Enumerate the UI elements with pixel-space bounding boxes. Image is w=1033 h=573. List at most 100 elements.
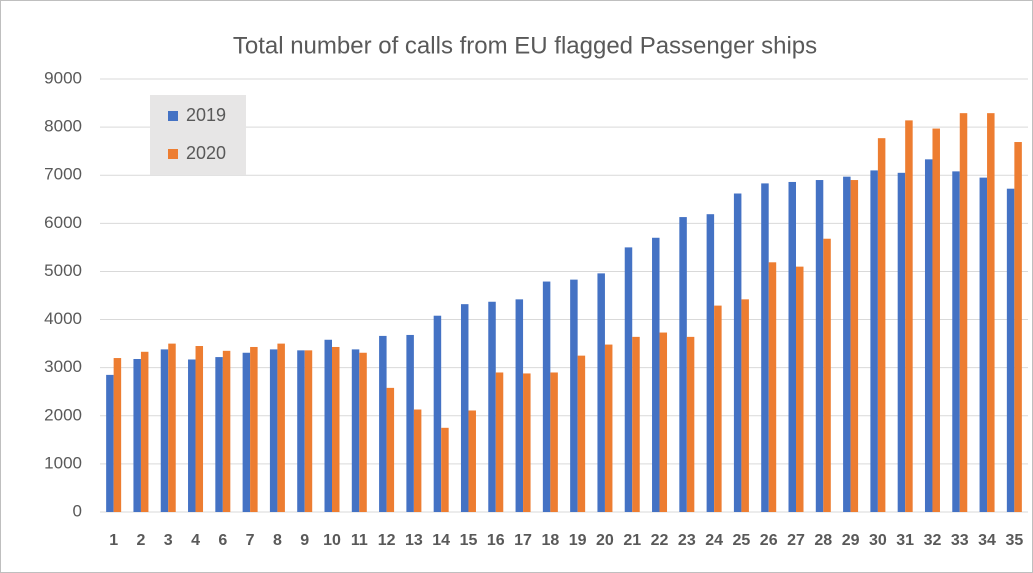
bar: [652, 237, 660, 512]
x-tick-label: 8: [273, 532, 282, 549]
bar: [1006, 188, 1015, 512]
bar: [796, 266, 804, 512]
x-tick-label: 3: [164, 532, 173, 549]
chart-title: Total number of calls from EU flagged Pa…: [233, 32, 817, 59]
bar: [413, 409, 422, 512]
y-tick-label: 1000: [44, 453, 82, 472]
y-tick-label: 4000: [44, 309, 82, 328]
x-tick-label: 14: [432, 532, 450, 549]
bar: [905, 120, 913, 513]
legend-label: 2019: [186, 105, 226, 125]
x-tick-label: 24: [705, 532, 723, 549]
x-tick-label: 7: [246, 532, 255, 549]
x-tick-label: 2: [136, 532, 145, 549]
x-tick-label: 26: [760, 532, 778, 549]
bar: [686, 336, 695, 512]
bar: [188, 359, 196, 512]
y-tick-label: 9000: [44, 68, 82, 87]
bar: [741, 299, 749, 512]
bar: [952, 171, 960, 512]
bar: [624, 247, 633, 512]
bar: [706, 214, 715, 513]
bar: [659, 332, 668, 512]
x-tick-label: 25: [733, 532, 751, 549]
bar: [788, 181, 796, 513]
bar: [195, 346, 204, 512]
bar: [379, 335, 387, 512]
x-tick-label: 15: [460, 532, 478, 549]
bar: [550, 372, 558, 512]
x-tick-label: 4: [191, 532, 200, 549]
bar: [468, 410, 476, 512]
y-tick-label: 0: [73, 501, 82, 520]
bar: [679, 217, 687, 512]
bar: [979, 177, 988, 512]
bar: [351, 349, 360, 512]
y-tick-label: 5000: [44, 261, 82, 280]
x-tick-label: 23: [678, 532, 696, 549]
bar: [168, 343, 176, 512]
bar: [488, 301, 496, 512]
bar: [870, 170, 878, 512]
x-tick-label: 22: [651, 532, 669, 549]
bar: [250, 346, 258, 512]
x-tick-label: 32: [924, 532, 942, 549]
bar: [215, 357, 223, 512]
bar: [332, 346, 340, 512]
bar: [542, 281, 551, 512]
x-tick-label: 16: [487, 532, 505, 549]
x-tick-label: 27: [787, 532, 805, 549]
bar: [597, 273, 605, 512]
x-tick-label: 31: [896, 532, 914, 549]
bar: [932, 128, 940, 512]
bar: [242, 352, 251, 512]
bar: [815, 180, 824, 513]
x-tick-label: 30: [869, 532, 887, 549]
bar: [269, 349, 278, 512]
bar: [877, 138, 886, 512]
x-tick-label: 10: [323, 532, 341, 549]
x-tick-label: 18: [541, 532, 559, 549]
x-tick-label: 21: [623, 532, 641, 549]
y-tick-label: 6000: [44, 213, 82, 232]
bar: [133, 359, 141, 512]
bar: [733, 193, 742, 512]
bar: [460, 304, 469, 512]
bar: [577, 355, 586, 512]
bar: [277, 343, 285, 512]
x-tick-label: 17: [514, 532, 532, 549]
bar: [897, 172, 906, 513]
bar: [761, 183, 769, 512]
bar: [359, 352, 367, 512]
x-tick-label: 20: [596, 532, 614, 549]
x-tick-label: 29: [842, 532, 860, 549]
x-tick-label: 1: [109, 532, 118, 549]
x-tick-label: 13: [405, 532, 423, 549]
bar: [106, 374, 114, 512]
bar: [495, 372, 504, 512]
bar: [324, 339, 332, 512]
x-tick-label: 33: [951, 532, 969, 549]
bar: [523, 373, 531, 512]
bar: [441, 427, 449, 512]
y-tick-label: 2000: [44, 405, 82, 424]
x-tick-label: 9: [300, 532, 309, 549]
bar: [823, 238, 831, 512]
bar: [714, 305, 722, 512]
x-tick-label: 19: [569, 532, 587, 549]
y-tick-label: 8000: [44, 117, 82, 136]
y-tick-label: 3000: [44, 357, 82, 376]
bar: [386, 387, 395, 512]
bar: [570, 279, 578, 512]
legend-box: [150, 95, 246, 175]
legend-label: 2020: [186, 143, 226, 163]
bar: [304, 350, 313, 512]
bar: [113, 358, 122, 512]
bar: [924, 159, 933, 512]
bar: [406, 334, 414, 512]
bar: [850, 180, 859, 513]
bar: [433, 315, 442, 512]
bar: [959, 113, 968, 513]
bar: [140, 351, 149, 512]
